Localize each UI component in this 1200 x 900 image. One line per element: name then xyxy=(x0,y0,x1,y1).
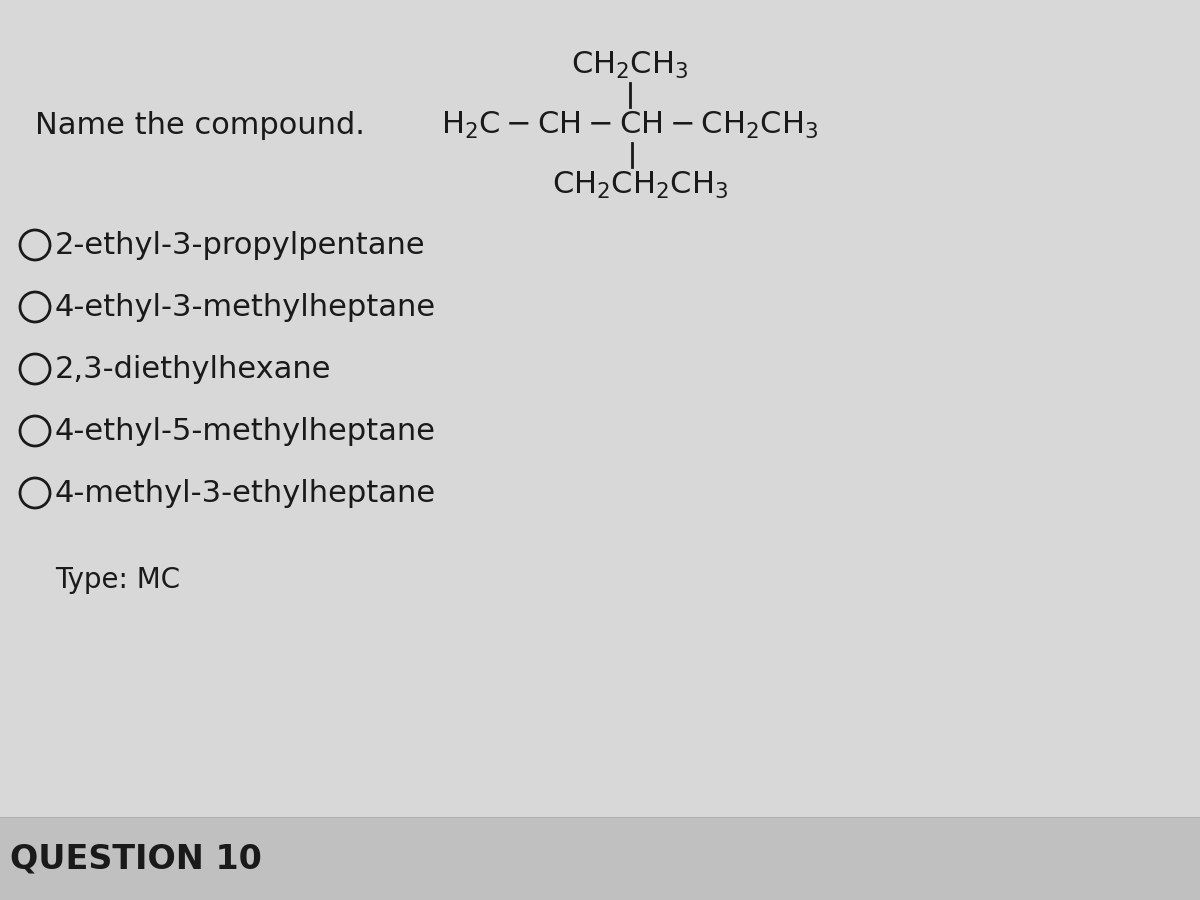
Text: QUESTION 10: QUESTION 10 xyxy=(10,842,262,876)
Text: $\mathregular{CH_2CH_2CH_3}$: $\mathregular{CH_2CH_2CH_3}$ xyxy=(552,169,728,201)
Text: 4-ethyl-5-methylheptane: 4-ethyl-5-methylheptane xyxy=(55,417,436,446)
Text: $\mathregular{H_2C-CH-CH-CH_2CH_3}$: $\mathregular{H_2C-CH-CH-CH_2CH_3}$ xyxy=(442,110,818,140)
Text: 4-ethyl-3-methylheptane: 4-ethyl-3-methylheptane xyxy=(55,292,436,321)
Text: 2-ethyl-3-propylpentane: 2-ethyl-3-propylpentane xyxy=(55,230,426,259)
Text: Type: MC: Type: MC xyxy=(55,566,180,594)
Text: 2,3-diethylhexane: 2,3-diethylhexane xyxy=(55,355,331,383)
Bar xyxy=(0,818,1200,900)
Text: $\mathregular{CH_2CH_3}$: $\mathregular{CH_2CH_3}$ xyxy=(571,50,689,80)
Text: Name the compound.: Name the compound. xyxy=(35,111,365,140)
Text: 4-methyl-3-ethylheptane: 4-methyl-3-ethylheptane xyxy=(55,479,436,508)
